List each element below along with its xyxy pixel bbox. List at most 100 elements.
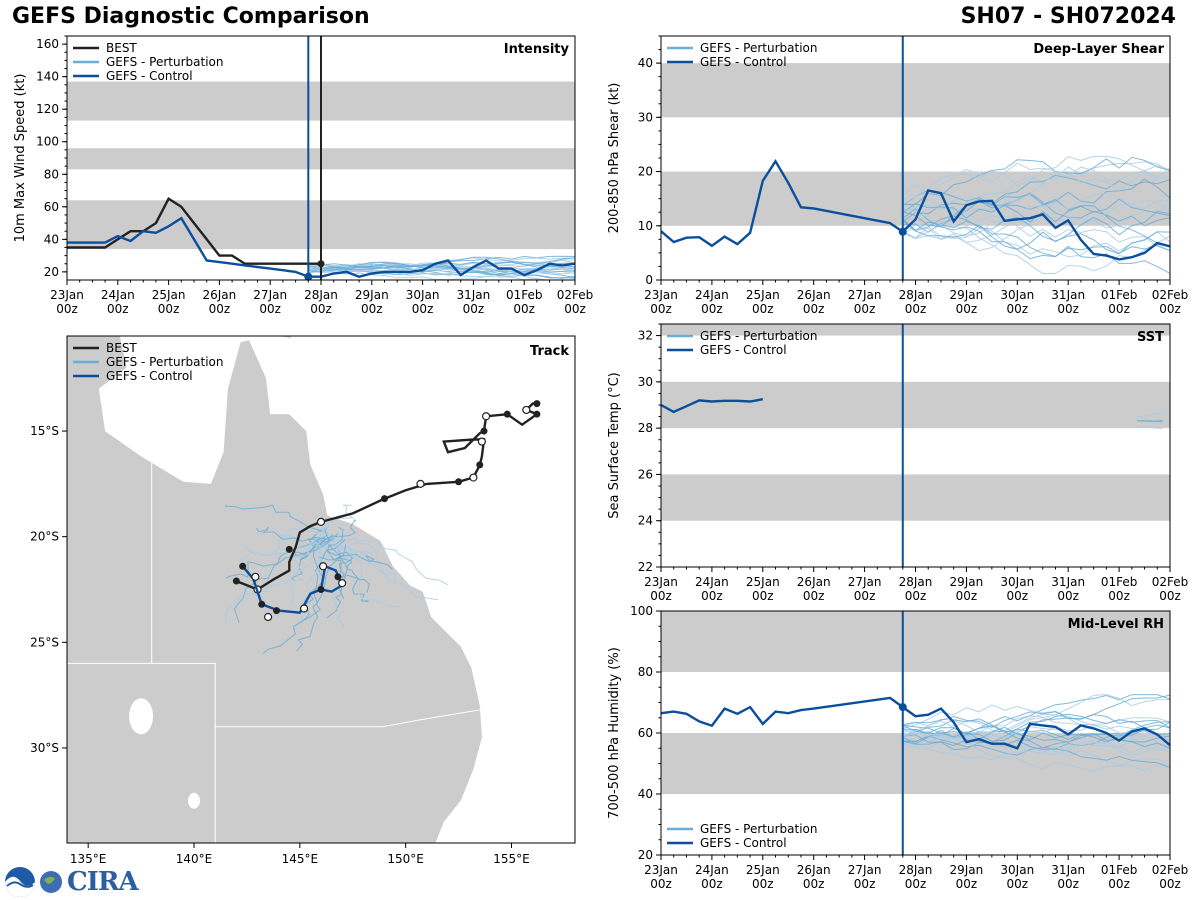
rh-perturbation-line bbox=[902, 713, 1170, 745]
legend-label-control: GEFS - Control bbox=[700, 55, 787, 69]
shear-perturbation-line bbox=[902, 174, 1170, 207]
cira-logo: CIRA bbox=[4, 866, 139, 898]
rh-xtick-day: 01Feb bbox=[1101, 863, 1138, 877]
rh-ylabel: 700-500 hPa Humidity (%) bbox=[607, 647, 622, 819]
shear-perturbation-line bbox=[902, 156, 1170, 206]
control-track-point-open bbox=[263, 612, 273, 622]
best-track-point-open bbox=[316, 517, 326, 527]
sst-xtick-day: 01Feb bbox=[1101, 575, 1138, 589]
intensity-ytick-label: 160 bbox=[36, 37, 59, 51]
sst-xtick-hour: 00z bbox=[1007, 589, 1029, 603]
sst-ytick-label: 26 bbox=[638, 467, 653, 481]
rh-init-marker bbox=[898, 703, 907, 712]
legend-label-perturbation: GEFS - Perturbation bbox=[106, 355, 223, 369]
shear-xtick-hour: 00z bbox=[956, 302, 978, 316]
shear-xtick-hour: 00z bbox=[752, 302, 774, 316]
legend-label-best: BEST bbox=[106, 341, 137, 355]
sst-xtick-hour: 00z bbox=[1108, 589, 1130, 603]
best-track-point bbox=[232, 577, 240, 585]
track-perturbation-line bbox=[262, 548, 341, 654]
legend-label-perturbation: GEFS - Perturbation bbox=[700, 822, 817, 836]
rh-xtick-hour: 00z bbox=[1057, 877, 1079, 891]
sst-xtick-day: 02Feb bbox=[1152, 575, 1189, 589]
panel-intensity: 2040608010012014016023Jan00z24Jan00z25Ja… bbox=[13, 35, 594, 316]
shear-xtick-day: 29Jan bbox=[950, 288, 984, 302]
sst-plot-area bbox=[661, 324, 1170, 521]
track-perturbation-line bbox=[233, 533, 339, 623]
intensity-xtick-day: 30Jan bbox=[406, 288, 440, 302]
rh-xtick-day: 30Jan bbox=[1000, 863, 1034, 877]
shear-xtick-hour: 00z bbox=[1007, 302, 1029, 316]
best-track-point bbox=[285, 545, 293, 553]
intensity-perturbation-line bbox=[308, 261, 575, 271]
intensity-xtick-hour: 00z bbox=[310, 302, 332, 316]
intensity-xtick-day: 01Feb bbox=[506, 288, 543, 302]
legend-label-perturbation: GEFS - Perturbation bbox=[700, 329, 817, 343]
shear-xtick-hour: 00z bbox=[1108, 302, 1130, 316]
rh-perturbation-line bbox=[902, 741, 1170, 761]
shear-xtick-day: 01Feb bbox=[1101, 288, 1138, 302]
rh-xtick-day: 26Jan bbox=[797, 863, 831, 877]
globe-icon bbox=[40, 871, 62, 893]
best-track-point bbox=[455, 478, 463, 486]
legend-label-perturbation: GEFS - Perturbation bbox=[700, 41, 817, 55]
rh-perturbation-line bbox=[902, 718, 1170, 749]
rh-ytick-label: 100 bbox=[630, 604, 653, 618]
shear-xtick-day: 30Jan bbox=[1000, 288, 1034, 302]
shear-ylabel: 200-850 hPa Shear (kt) bbox=[607, 83, 622, 234]
track-frame bbox=[66, 335, 576, 844]
shear-xtick-hour: 00z bbox=[854, 302, 876, 316]
rh-xtick-hour: 00z bbox=[854, 877, 876, 891]
track-perturbation-line bbox=[245, 542, 331, 558]
sst-xtick-day: 30Jan bbox=[1000, 575, 1034, 589]
rh-perturbation-line bbox=[902, 725, 1170, 743]
shear-xtick-hour: 00z bbox=[650, 302, 672, 316]
intensity-xtick-day: 31Jan bbox=[457, 288, 491, 302]
control-track-point-open bbox=[338, 579, 347, 588]
intensity-xtick-hour: 00z bbox=[209, 302, 231, 316]
rh-xtick-hour: 00z bbox=[1007, 877, 1029, 891]
intensity-xtick-day: 02Feb bbox=[557, 288, 594, 302]
rh-band-1 bbox=[661, 611, 1170, 672]
sst-xtick-hour: 00z bbox=[1057, 589, 1079, 603]
rh-perturbation-line bbox=[902, 714, 1170, 748]
intensity-xtick-hour: 00z bbox=[412, 302, 434, 316]
track-perturbation-line bbox=[306, 518, 357, 545]
track-lat-label: 30°S bbox=[30, 741, 59, 755]
sst-xtick-hour: 00z bbox=[854, 589, 876, 603]
control-track-point-open bbox=[319, 562, 328, 571]
intensity-ytick-label: 120 bbox=[36, 102, 59, 116]
sst-xtick-hour: 00z bbox=[803, 589, 825, 603]
track-lon-label: 155°E bbox=[493, 852, 530, 866]
sst-xtick-day: 25Jan bbox=[746, 575, 780, 589]
panel-rh: 2040608010023Jan00z24Jan00z25Jan00z26Jan… bbox=[607, 604, 1188, 891]
sst-perturbation-line bbox=[1136, 415, 1163, 423]
rh-control-line bbox=[661, 696, 1170, 750]
track-perturbation-line bbox=[322, 529, 439, 601]
intensity-init-marker bbox=[304, 272, 313, 281]
intensity-xtick-day: 24Jan bbox=[101, 288, 135, 302]
best-track-point bbox=[533, 400, 541, 408]
rh-ytick-label: 80 bbox=[638, 665, 653, 679]
sst-perturbation-line bbox=[1136, 420, 1163, 423]
best-track-point bbox=[533, 410, 541, 418]
rh-perturbation-line bbox=[902, 713, 1170, 734]
best-track-line bbox=[235, 402, 540, 591]
shear-ytick-label: 10 bbox=[638, 219, 653, 233]
best-track-point-open bbox=[469, 473, 478, 482]
track-map-area bbox=[67, 336, 541, 843]
track-lat-label: 15°S bbox=[30, 424, 59, 438]
legend-label-control: GEFS - Control bbox=[106, 69, 193, 83]
control-track-line bbox=[241, 564, 344, 614]
intensity-xtick-hour: 00z bbox=[158, 302, 180, 316]
shear-xtick-hour: 00z bbox=[905, 302, 927, 316]
track-perturbation-line bbox=[330, 539, 374, 562]
sst-xtick-hour: 00z bbox=[752, 589, 774, 603]
track-perturbation-line bbox=[256, 526, 326, 542]
intensity-perturbation-line bbox=[308, 268, 549, 280]
shear-perturbation-line bbox=[902, 155, 1170, 206]
shear-perturbation-line bbox=[902, 178, 1170, 223]
sst-perturbation-line bbox=[1136, 426, 1163, 430]
sst-ytick-label: 24 bbox=[638, 514, 653, 528]
shear-xtick-day: 23Jan bbox=[644, 288, 678, 302]
